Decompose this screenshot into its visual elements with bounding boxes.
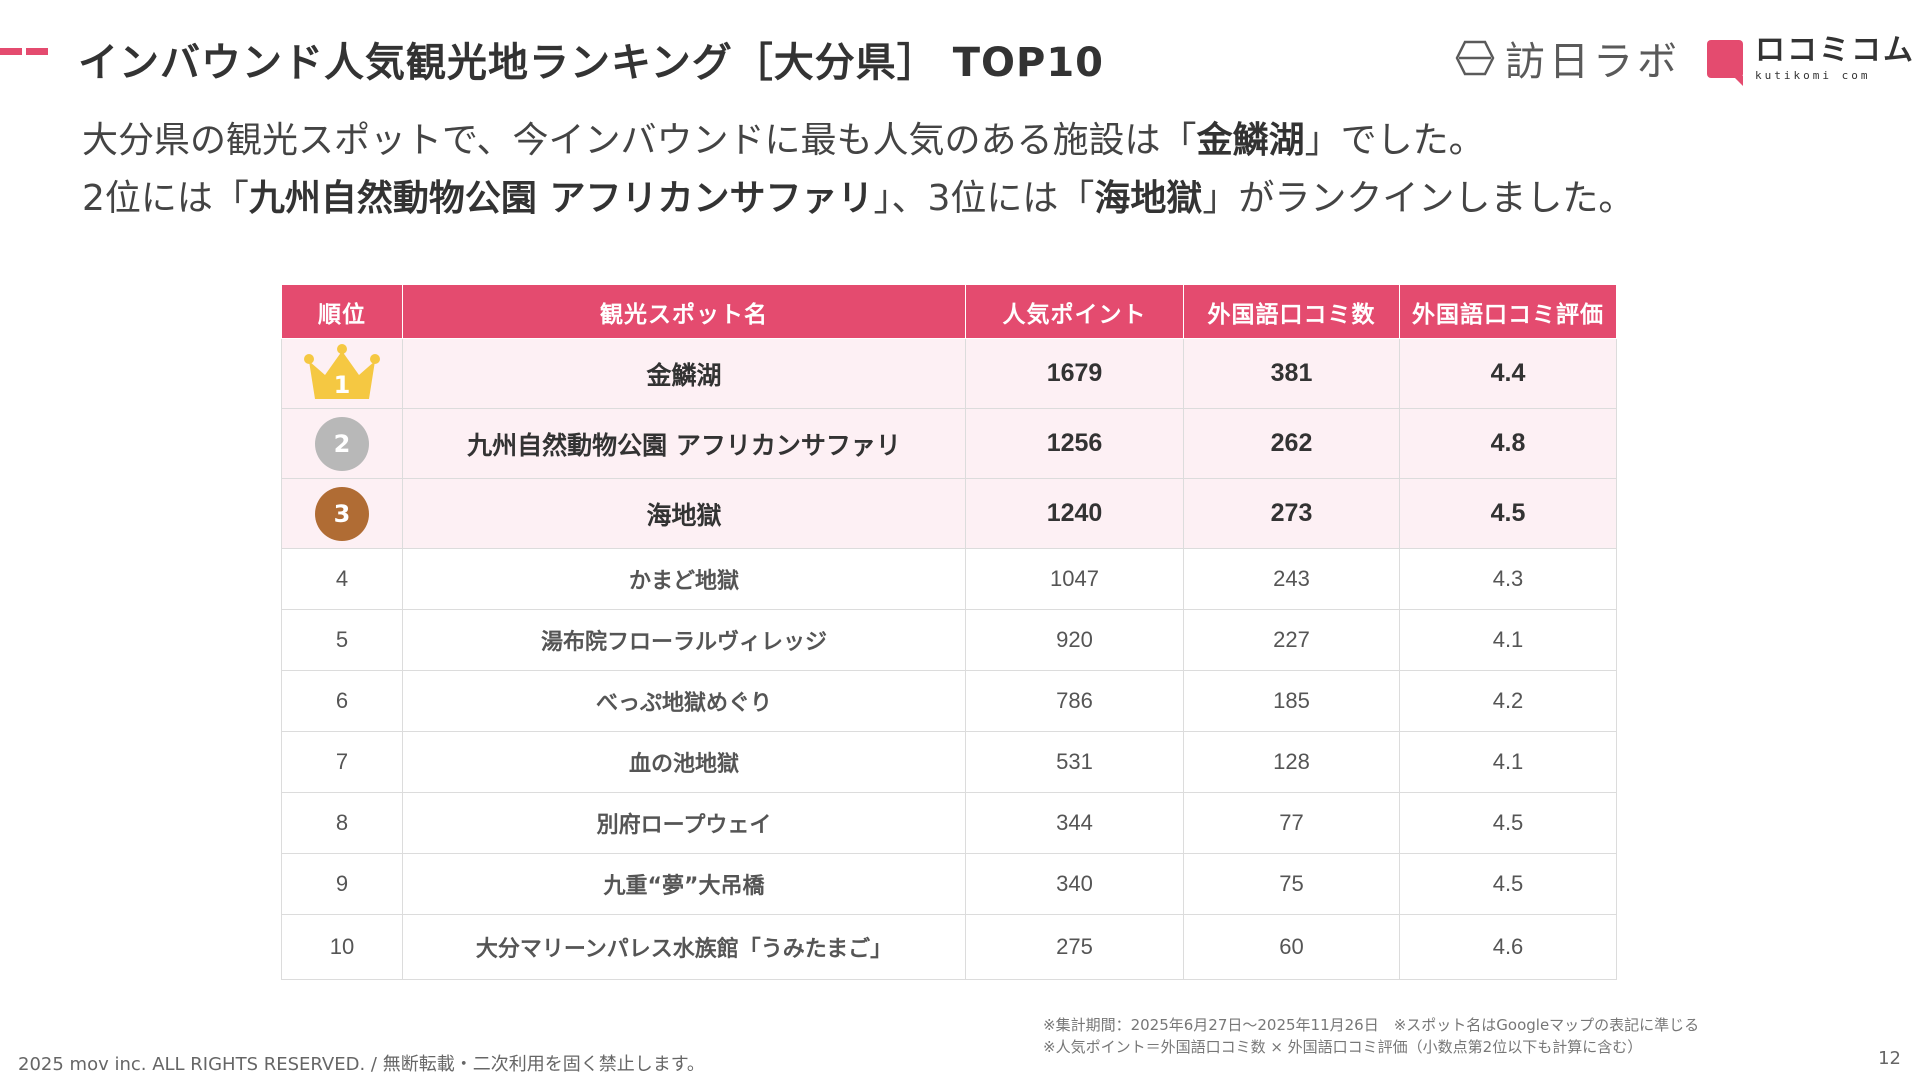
houni-lab-logo: 訪日ラボ <box>1455 34 1681 85</box>
spot-name: 大分マリーンパレス水族館「うみたまご」 <box>402 914 966 980</box>
rank-cell: 2 <box>281 408 403 479</box>
review-count-value: 227 <box>1183 609 1400 671</box>
page-number: 12 <box>1878 1048 1901 1069</box>
rank-cell: 5 <box>281 609 403 671</box>
rank-cell: 4 <box>281 548 403 610</box>
rating-value: 4.3 <box>1399 548 1617 610</box>
review-count-value: 243 <box>1183 548 1400 610</box>
lead-line-1: 大分県の観光スポットで、今インバウンドに最も人気のある施設は「金鱗湖」でした。 <box>82 112 1634 170</box>
rating-value: 4.5 <box>1399 853 1617 915</box>
review-count-value: 262 <box>1183 408 1400 479</box>
copyright-notice: 2025 mov inc. ALL RIGHTS RESERVED. / 無断転… <box>18 1054 705 1075</box>
spot-name: 九州自然動物公園 アフリカンサファリ <box>402 408 966 479</box>
rating-value: 4.5 <box>1399 478 1617 549</box>
header-points: 人気ポイント <box>965 284 1184 339</box>
silver-medal-icon: 2 <box>315 416 369 471</box>
lead-line1-pre: 大分県の観光スポットで、今インバウンドに最も人気のある施設は「 <box>82 120 1197 161</box>
points-value: 531 <box>965 731 1184 793</box>
table-row: 4 かまど地獄 1047 243 4.3 <box>281 548 1617 610</box>
rating-value: 4.8 <box>1399 408 1617 479</box>
table-row: 9 九重“夢”大吊橋 340 75 4.5 <box>281 853 1617 915</box>
page-title: インバウンド人気観光地ランキング［大分県］ TOP10 <box>78 40 1104 86</box>
spot-name: 九重“夢”大吊橋 <box>402 853 966 915</box>
lead-line2-highlight-1: 九州自然動物公園 アフリカンサファリ <box>248 178 874 219</box>
spot-name: 海地獄 <box>402 478 966 549</box>
review-count-value: 185 <box>1183 670 1400 732</box>
rating-value: 4.4 <box>1399 338 1617 409</box>
lead-text: 大分県の観光スポットで、今インバウンドに最も人気のある施設は「金鱗湖」でした。 … <box>82 112 1634 228</box>
rank-cell: 7 <box>281 731 403 793</box>
review-count-value: 77 <box>1183 792 1400 854</box>
points-value: 1047 <box>965 548 1184 610</box>
review-count-value: 381 <box>1183 338 1400 409</box>
review-count-value: 273 <box>1183 478 1400 549</box>
rank-cell: 1 <box>281 338 403 409</box>
lead-line1-highlight: 金鱗湖 <box>1196 120 1305 161</box>
header-rank: 順位 <box>281 284 403 339</box>
table-row: 6 べっぷ地獄めぐり 786 185 4.2 <box>281 670 1617 732</box>
review-count-value: 75 <box>1183 853 1400 915</box>
kutikomi-logo-text: ロコミコム <box>1755 33 1915 68</box>
table-row: 10 大分マリーンパレス水族館「うみたまご」 275 60 4.6 <box>281 914 1617 980</box>
rank-cell: 8 <box>281 792 403 854</box>
houni-lab-logo-icon <box>1455 40 1495 76</box>
points-value: 275 <box>965 914 1184 980</box>
table-header-row: 順位 観光スポット名 人気ポイント 外国語口コミ数 外国語口コミ評価 <box>281 284 1617 339</box>
header-review-rating: 外国語口コミ評価 <box>1399 284 1617 339</box>
table-row: 7 血の池地獄 531 128 4.1 <box>281 731 1617 793</box>
lead-line2-highlight-2: 海地獄 <box>1094 178 1203 219</box>
lead-line2-post: 」がランクインしました。 <box>1202 178 1635 219</box>
spot-name: 別府ロープウェイ <box>402 792 966 854</box>
rating-value: 4.1 <box>1399 731 1617 793</box>
kutikomi-logo: ロコミコム kutikomi com <box>1707 33 1915 86</box>
kutikomi-logo-subtext: kutikomi com <box>1755 69 1871 82</box>
spot-name: かまど地獄 <box>402 548 966 610</box>
rating-value: 4.6 <box>1399 914 1617 980</box>
rank-cell: 10 <box>281 914 403 980</box>
spot-name: 血の池地獄 <box>402 731 966 793</box>
rank-cell: 3 <box>281 478 403 549</box>
spot-name: 湯布院フローラルヴィレッジ <box>402 609 966 671</box>
crown-icon: 1 <box>304 343 380 399</box>
lead-line2-pre: 2位には「 <box>82 178 249 219</box>
table-row: 1 金鱗湖 1679 381 4.4 <box>281 338 1617 409</box>
houni-lab-logo-text: 訪日ラボ <box>1505 39 1681 85</box>
review-count-value: 128 <box>1183 731 1400 793</box>
rating-value: 4.2 <box>1399 670 1617 732</box>
table-row: 3 海地獄 1240 273 4.5 <box>281 478 1617 549</box>
rank-cell: 9 <box>281 853 403 915</box>
ranking-table: 順位 観光スポット名 人気ポイント 外国語口コミ数 外国語口コミ評価 1 金鱗湖… <box>281 284 1617 980</box>
header-spot-name: 観光スポット名 <box>402 284 966 339</box>
rank-number: 1 <box>334 371 351 399</box>
points-value: 920 <box>965 609 1184 671</box>
points-value: 340 <box>965 853 1184 915</box>
footnote-2: ※人気ポイント＝外国語口コミ数 × 外国語口コミ評価（小数点第2位以下も計算に含… <box>1043 1038 1643 1056</box>
rating-value: 4.5 <box>1399 792 1617 854</box>
review-count-value: 60 <box>1183 914 1400 980</box>
footnotes: ※集計期間：2025年6月27日～2025年11月26日 ※スポット名はGoog… <box>1043 1014 1699 1058</box>
header-review-count: 外国語口コミ数 <box>1183 284 1400 339</box>
points-value: 1256 <box>965 408 1184 479</box>
rank-cell: 6 <box>281 670 403 732</box>
points-value: 1240 <box>965 478 1184 549</box>
table-row: 5 湯布院フローラルヴィレッジ 920 227 4.1 <box>281 609 1617 671</box>
speech-bubble-icon <box>1707 39 1743 86</box>
points-value: 786 <box>965 670 1184 732</box>
points-value: 1679 <box>965 338 1184 409</box>
spot-name: 金鱗湖 <box>402 338 966 409</box>
accent-bar <box>0 48 48 55</box>
points-value: 344 <box>965 792 1184 854</box>
lead-line-2: 2位には「九州自然動物公園 アフリカンサファリ」、3位には「海地獄」がランクイン… <box>82 170 1634 228</box>
lead-line2-mid: 」、3位には「 <box>873 178 1095 219</box>
table-row: 8 別府ロープウェイ 344 77 4.5 <box>281 792 1617 854</box>
lead-line1-post: 」でした。 <box>1304 120 1485 161</box>
spot-name: べっぷ地獄めぐり <box>402 670 966 732</box>
rating-value: 4.1 <box>1399 609 1617 671</box>
bronze-medal-icon: 3 <box>315 486 369 541</box>
footnote-1: ※集計期間：2025年6月27日～2025年11月26日 ※スポット名はGoog… <box>1043 1016 1700 1034</box>
table-row: 2 九州自然動物公園 アフリカンサファリ 1256 262 4.8 <box>281 408 1617 479</box>
